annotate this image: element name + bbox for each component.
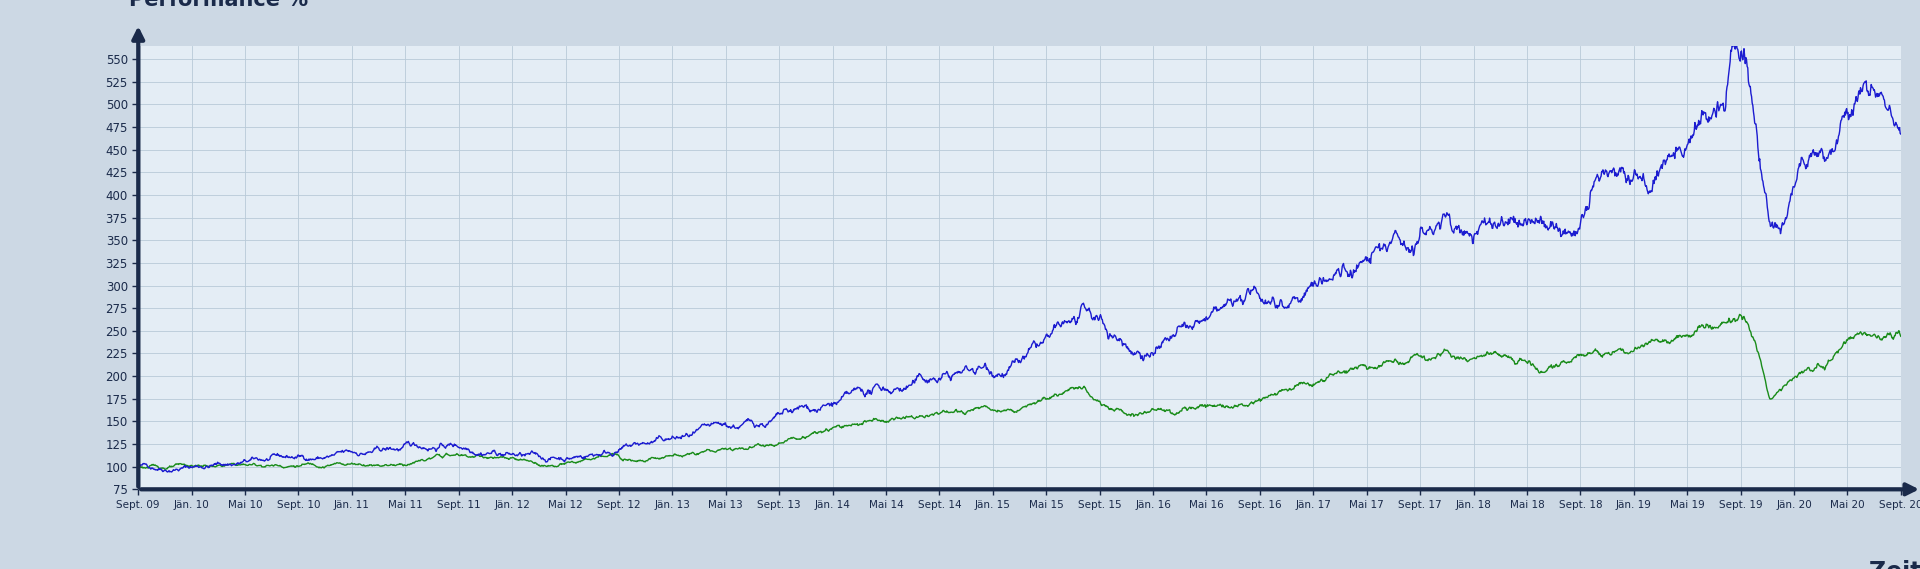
Text: Performance %: Performance % bbox=[129, 0, 309, 10]
Text: Zeit: Zeit bbox=[1870, 560, 1920, 569]
